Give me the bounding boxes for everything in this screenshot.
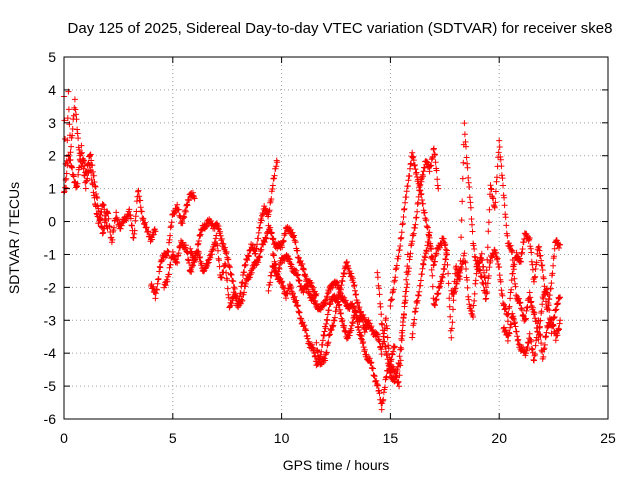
y-tick-label: -3 [44, 312, 57, 328]
y-tick-label: 4 [48, 82, 56, 98]
data-track-12 [448, 230, 564, 325]
chart-title: Day 125 of 2025, Sidereal Day-to-day VTE… [68, 20, 613, 37]
y-tick-label: 1 [48, 181, 56, 197]
y-tick-label: -1 [44, 246, 57, 262]
x-tick-label: 5 [169, 430, 177, 446]
x-tick-labels: 0 5 10 15 20 25 [60, 430, 616, 446]
y-tick-label: -6 [44, 411, 57, 427]
data-track-2 [148, 189, 198, 302]
data-track-13 [500, 310, 564, 364]
plot-frame [63, 56, 609, 420]
y-tick-label: 5 [48, 49, 56, 65]
x-tick-label: 15 [383, 430, 399, 446]
y-tick-label: 3 [48, 115, 56, 131]
x-tick-label: 0 [60, 430, 68, 446]
y-tick-labels: -6 -5 -4 -3 -2 -1 0 1 2 3 4 5 [44, 49, 57, 427]
data-track-9 [374, 145, 442, 385]
y-tick-label: -2 [44, 279, 57, 295]
y-axis-label: SDTVAR / TECUs [6, 182, 22, 294]
x-axis-label: GPS time / hours [283, 457, 390, 473]
x-tick-label: 10 [274, 430, 290, 446]
data-track-7 [269, 251, 398, 413]
data-track-3 [161, 157, 281, 311]
x-tick-label: 25 [600, 430, 616, 446]
data-track-8 [313, 258, 372, 368]
data-track-4 [187, 216, 242, 311]
y-tick-label: 0 [48, 214, 56, 230]
data-points [61, 88, 564, 413]
x-tick-label: 20 [491, 430, 507, 446]
y-tick-label: -4 [44, 345, 57, 361]
y-tick-label: -5 [44, 378, 57, 394]
axis-ticks [63, 56, 609, 420]
y-tick-label: 2 [48, 148, 56, 164]
